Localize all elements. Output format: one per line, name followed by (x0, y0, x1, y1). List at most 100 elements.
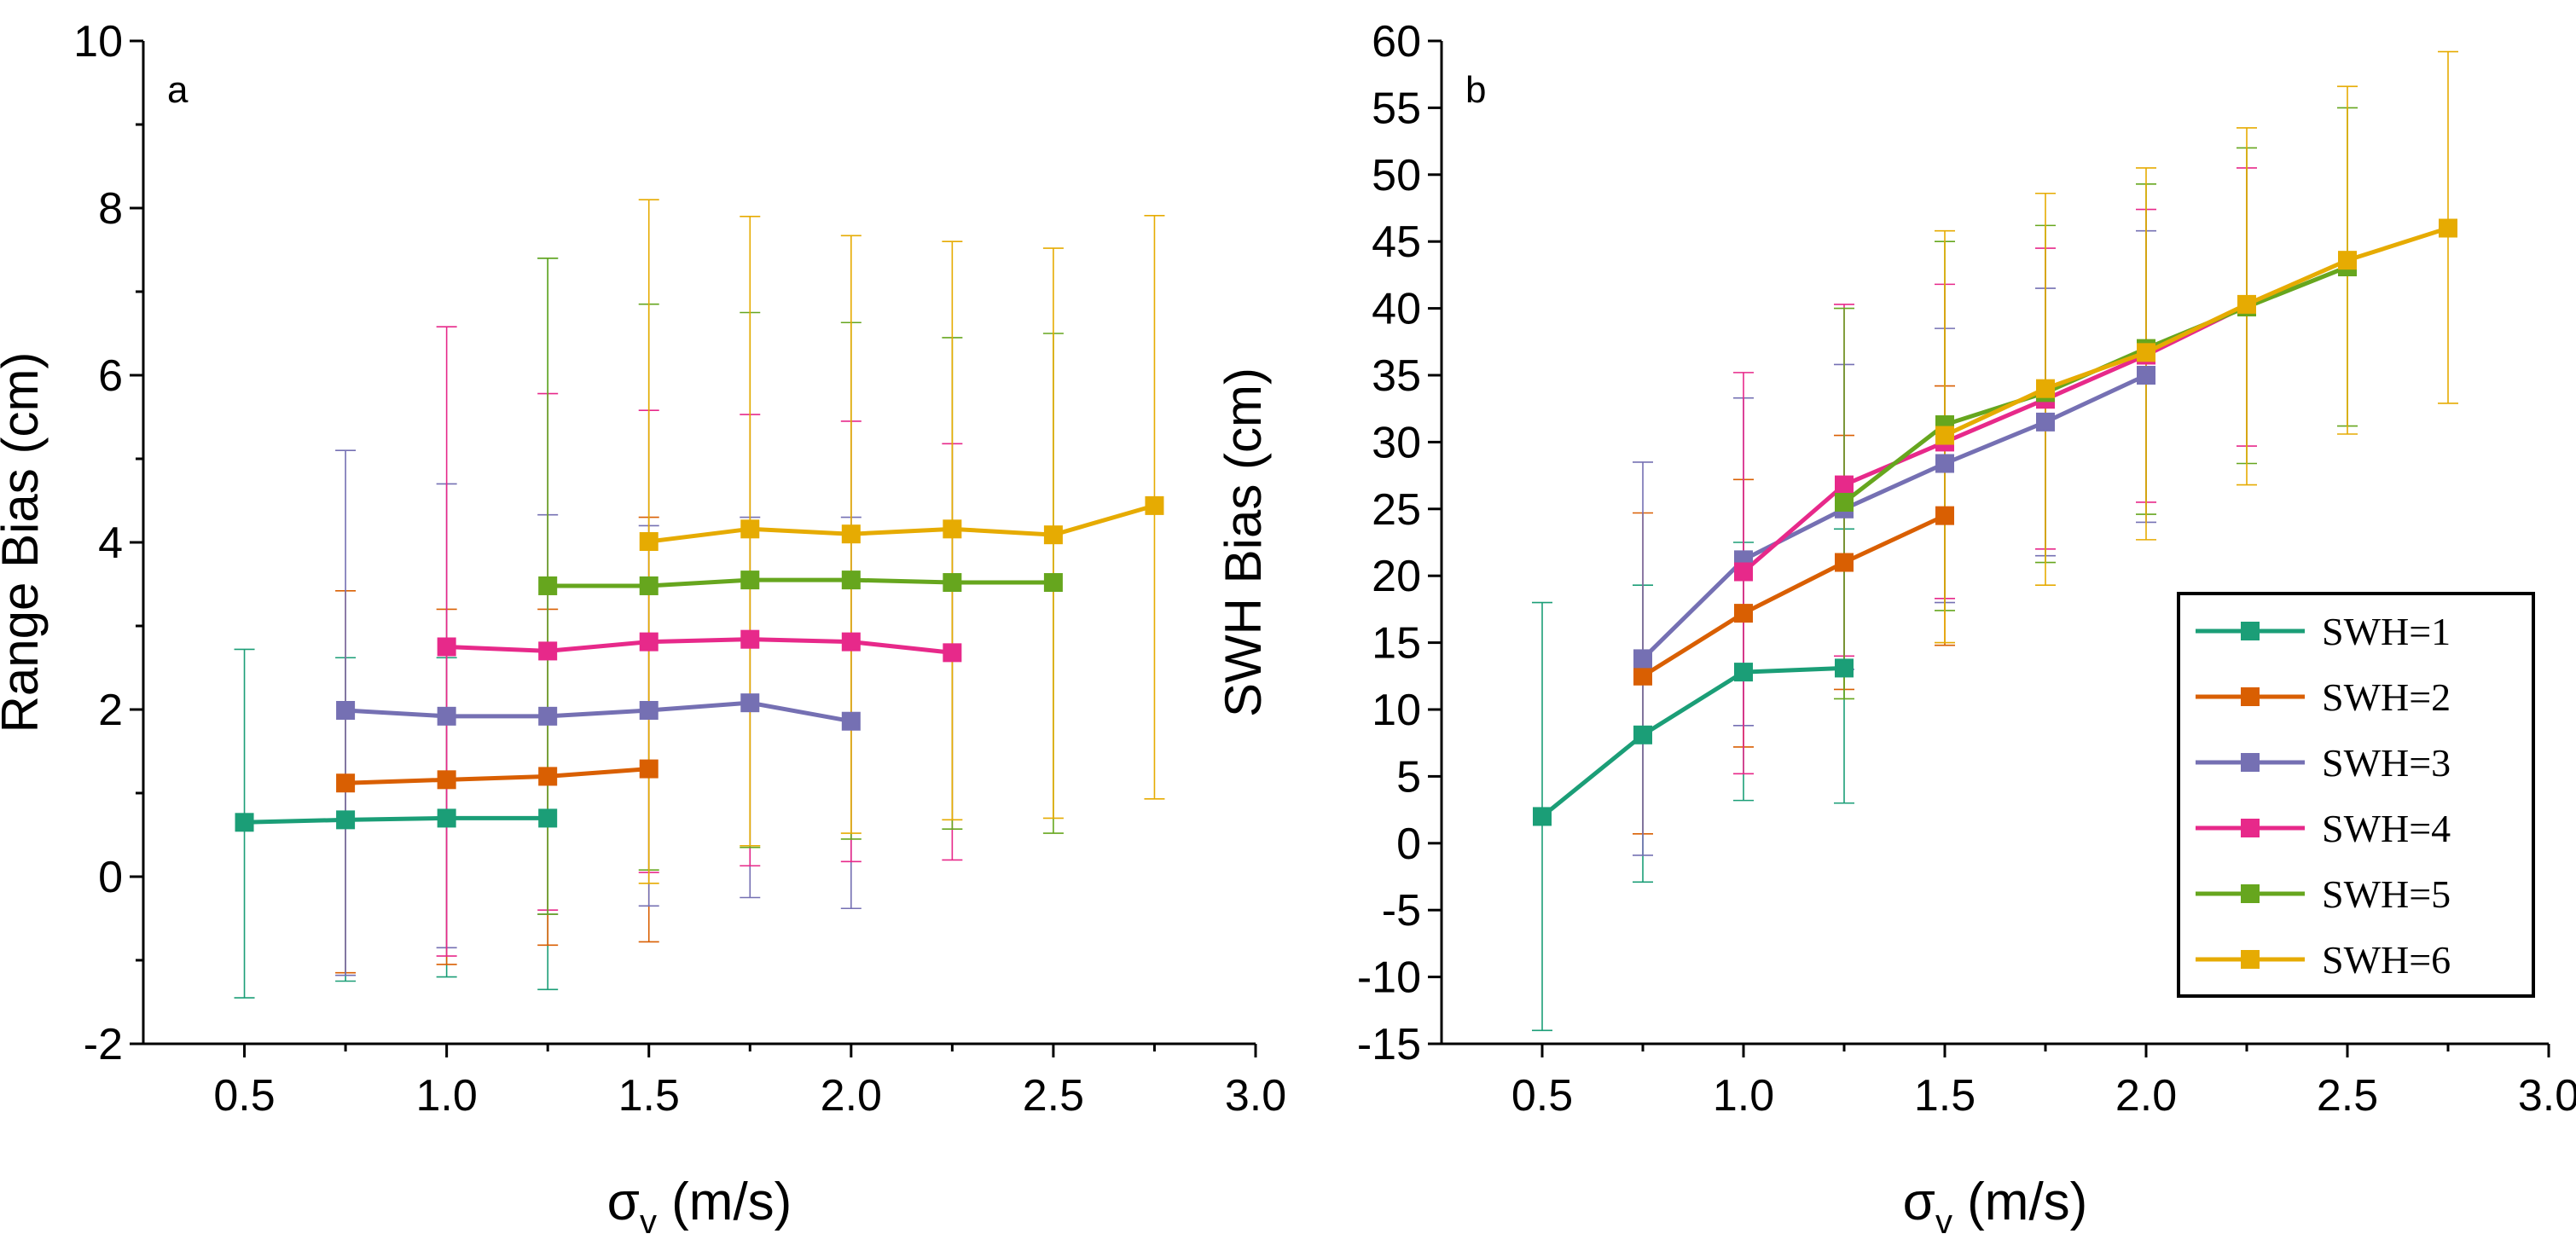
panel-b-x-tick-label: 2.0 (2115, 1071, 2177, 1121)
panel-a-point-swh-1 (235, 813, 254, 832)
panel-a-y-tick-label: 6 (98, 351, 123, 401)
panel-b-line-swh-3 (1641, 373, 2148, 661)
panel-b-point-swh-4 (1835, 475, 1854, 495)
panel-b-y-tick-label: 15 (1372, 619, 1421, 669)
panel-a-point-swh-2 (336, 773, 356, 793)
panel-b-label: b (1465, 69, 1486, 111)
panel-a-series-lines (244, 503, 1156, 825)
panel-a-point-swh-5 (1043, 573, 1063, 593)
panel-a-x-axis-label: σv (m/s) (607, 1173, 792, 1241)
panel-a-y-tick-label: 0 (98, 853, 123, 902)
panel-a-point-swh-5 (639, 576, 659, 595)
panel-a-point-swh-4 (740, 629, 760, 649)
panel-a-x-tick-label: 2.5 (1023, 1071, 1084, 1121)
panel-a-y-tick-label: 8 (98, 184, 123, 234)
panel-a-point-swh-1 (538, 808, 558, 828)
panel-a-point-swh-2 (538, 767, 558, 786)
panel-b-point-swh-2 (1734, 604, 1753, 623)
legend-swatch-marker-swh-6 (2241, 950, 2260, 969)
panel-a-point-swh-2 (639, 759, 659, 779)
panel-b-point-swh-6 (2137, 343, 2155, 362)
legend-label-swh-4: SWH=4 (2322, 807, 2451, 850)
legend-label-swh-1: SWH=1 (2322, 610, 2451, 653)
legend-label-swh-2: SWH=2 (2322, 675, 2451, 719)
panel-a-point-swh-3 (841, 711, 861, 731)
panel-b-y-tick-label: 55 (1372, 84, 1421, 133)
panel-b-point-swh-6 (2237, 294, 2256, 314)
panel-a-range-bias: 0.5 1.0 1.5 2.0 2.5 3.0 -2 0 2 4 6 8 10 a Range Bias… (0, 17, 1286, 1241)
panel-a-x-label-unit: (m/s) (657, 1173, 792, 1231)
panel-a-point-swh-3 (538, 706, 558, 726)
panel-b-point-swh-1 (1633, 725, 1652, 744)
panel-b-axes: 0.5 1.0 1.5 2.0 2.5 3.0 -15 -10 -5 0 5 10 15 20 25 30 35… (1357, 17, 2576, 1121)
panel-a-axes: 0.5 1.0 1.5 2.0 2.5 3.0 -2 0 2 4 6 8 10 (73, 17, 1286, 1121)
panel-b-y-axis-label: SWH Bias (cm) (1215, 368, 1272, 717)
panel-b-x-label-unit: (m/s) (1952, 1173, 2087, 1231)
panel-a-point-swh-3 (336, 700, 356, 720)
panel-b-line-swh-4 (1742, 304, 2248, 574)
panel-a-x-tick-label: 0.5 (213, 1071, 275, 1121)
panel-a-markers (235, 495, 1164, 832)
panel-b-x-tick-label: 1.0 (1713, 1071, 1774, 1121)
panel-b-y-tick-label: 50 (1372, 151, 1421, 200)
panel-b-point-swh-1 (1533, 807, 1552, 826)
panel-a-line-swh-5 (548, 577, 1053, 588)
panel-a-point-swh-6 (740, 519, 760, 539)
legend-swatch-marker-swh-4 (2241, 819, 2260, 837)
panel-b-point-swh-5 (1835, 492, 1854, 512)
panel-a-point-swh-6 (841, 524, 861, 544)
legend-swatch-marker-swh-5 (2241, 884, 2260, 903)
panel-b-y-tick-label: 10 (1372, 686, 1421, 735)
panel-b-point-swh-3 (2137, 366, 2155, 385)
panel-b-x-tick-label: 2.5 (2317, 1071, 2378, 1121)
panel-b-series-lines (1540, 226, 2449, 819)
panel-b-line-swh-1 (1540, 665, 1845, 819)
panel-b-point-swh-6 (2439, 218, 2457, 238)
panel-b-markers (1533, 218, 2457, 826)
panel-b-point-swh-6 (2338, 251, 2357, 270)
panel-a-point-swh-4 (943, 643, 962, 663)
panel-b-y-tick-label: -15 (1357, 1020, 1421, 1069)
panel-a-point-swh-6 (639, 532, 659, 552)
panel-a-line-swh-2 (345, 767, 649, 785)
legend-label-swh-3: SWH=3 (2322, 741, 2451, 785)
panel-b-x-tick-label: 0.5 (1511, 1071, 1573, 1121)
panel-b-x-tick-label: 1.5 (1914, 1071, 1976, 1121)
panel-b-y-tick-label: 5 (1396, 752, 1421, 802)
panel-a-point-swh-5 (538, 576, 558, 595)
panel-a-line-swh-6 (648, 503, 1156, 544)
panel-b-swh-bias: 0.5 1.0 1.5 2.0 2.5 3.0 -15 -10 -5 0 5 10 15 20 25 30 35… (1215, 17, 2576, 1241)
panel-b-point-swh-1 (1734, 663, 1753, 682)
legend-swatch-marker-swh-1 (2241, 622, 2260, 640)
panel-a-line-swh-3 (345, 700, 852, 724)
panel-a-point-swh-6 (1145, 495, 1164, 515)
panel-a-x-tick-label: 2.0 (821, 1071, 882, 1121)
legend-label-swh-5: SWH=5 (2322, 872, 2451, 916)
panel-a-point-swh-6 (943, 519, 962, 539)
panel-b-y-tick-label: 40 (1372, 285, 1421, 334)
panel-b-y-tick-label: 0 (1396, 820, 1421, 869)
panel-a-y-axis-label: Range Bias (cm) (0, 352, 49, 733)
panel-a-point-swh-3 (437, 706, 456, 726)
panel-a-x-label-sigma: σ (607, 1173, 640, 1231)
panel-b-line-swh-6 (1943, 226, 2449, 437)
panel-a-point-swh-1 (437, 808, 456, 828)
panel-b-x-tick-label: 3.0 (2518, 1071, 2576, 1121)
panel-b-point-swh-6 (1935, 426, 1954, 445)
panel-a-y-tick-label: 2 (98, 686, 123, 735)
panel-b-x-axis-label: σv (m/s) (1903, 1173, 2088, 1241)
panel-a-point-swh-4 (437, 637, 456, 657)
panel-a-point-swh-3 (740, 693, 760, 713)
panel-b-point-swh-3 (1935, 454, 1954, 473)
panel-a-point-swh-6 (1043, 525, 1063, 545)
panel-b-point-swh-3 (1633, 649, 1652, 669)
panel-b-y-tick-label: 20 (1372, 552, 1421, 601)
panel-b-y-tick-label: 35 (1372, 351, 1421, 401)
panel-b-y-tick-label: 30 (1372, 418, 1421, 467)
panel-a-x-label-sub: v (640, 1203, 657, 1241)
panel-b-point-swh-2 (1935, 506, 1954, 525)
panel-b-y-tick-label: 25 (1372, 485, 1421, 535)
panel-b-point-swh-4 (1734, 562, 1753, 582)
panel-b-point-swh-3 (2036, 412, 2055, 432)
panel-b-y-tick-label: -5 (1382, 886, 1421, 936)
